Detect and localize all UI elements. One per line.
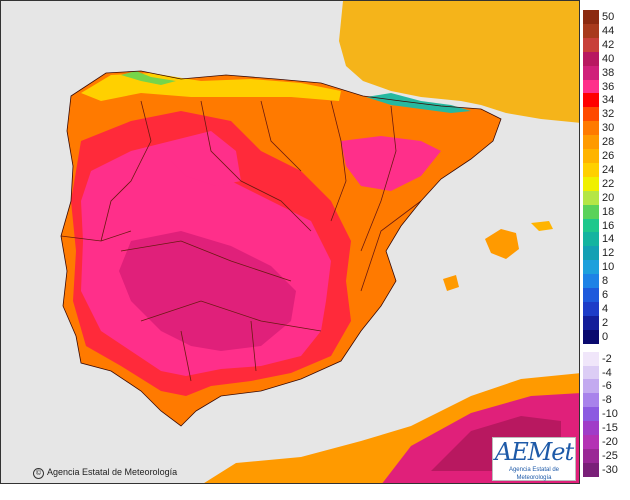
- legend-swatch: [583, 260, 599, 275]
- map-canvas: [60, 1, 579, 483]
- legend-swatch: [583, 435, 599, 449]
- iberia-coastline: [60, 70, 502, 427]
- legend-label: 0: [602, 330, 609, 343]
- legend-label: 12: [602, 247, 615, 260]
- ibiza: [443, 275, 459, 291]
- legend-swatch: [583, 462, 599, 477]
- legend-label: 8: [602, 275, 609, 288]
- temperature-legend: 50 44 42 40 38 36 34 32 30 28 26 24 22 20 18 16 14 12 10 8 6…: [583, 10, 630, 480]
- north-coast-green: [121, 71, 176, 85]
- legend-swatch: [583, 93, 599, 108]
- legend-label: -6: [602, 380, 612, 393]
- legend-label: 10: [602, 261, 615, 274]
- legend-swatch: [583, 407, 599, 422]
- legend-label: 16: [602, 219, 615, 232]
- legend-label: 4: [602, 302, 609, 315]
- legend-swatch: [583, 204, 599, 219]
- aemet-logo-subtitle: Agencia Estatal de Meteorología: [508, 467, 560, 481]
- legend-label: 40: [602, 52, 615, 65]
- legend-swatch: [583, 329, 599, 344]
- legend-label: -8: [602, 394, 612, 407]
- copyright-notice: © Agencia Estatal de Meteorología: [33, 467, 177, 479]
- legend-swatch: [583, 10, 599, 24]
- legend-swatch: [583, 246, 599, 261]
- legend-label: 34: [602, 94, 615, 107]
- legend-label: -20: [602, 436, 618, 448]
- legend-swatch: [583, 315, 599, 330]
- interior-hot-38: [119, 231, 296, 351]
- legend-swatch: [583, 421, 599, 436]
- legend-label: 24: [602, 163, 615, 176]
- legend-swatch: [583, 448, 599, 463]
- legend-swatch: [583, 379, 599, 394]
- legend-label: 50: [602, 11, 615, 23]
- copyright-text: Agencia Estatal de Meteorología: [47, 467, 178, 477]
- legend-swatch: [583, 393, 599, 408]
- legend-swatch: [583, 218, 599, 233]
- aemet-logo-brand: AEMet: [494, 438, 574, 466]
- legend-label: 2: [602, 316, 609, 329]
- legend-label: -15: [602, 422, 618, 435]
- ebro-valley-hot: [341, 136, 441, 191]
- legend-label: 18: [602, 205, 615, 218]
- legend-swatch: [583, 65, 599, 80]
- legend-label: 22: [602, 177, 615, 190]
- legend-label: 20: [602, 191, 615, 204]
- legend-swatch: [583, 23, 599, 38]
- temperature-map: © Agencia Estatal de Meteorología AEMet A…: [0, 0, 580, 484]
- legend-swatch: [583, 365, 599, 380]
- legend-swatch: [583, 162, 599, 177]
- legend-label: -30: [602, 463, 618, 476]
- mallorca: [485, 229, 519, 259]
- legend-label: 44: [602, 24, 615, 37]
- legend-label: -25: [602, 449, 618, 462]
- region-borders: [60, 100, 422, 382]
- france-land: [339, 1, 579, 123]
- legend-label: 26: [602, 150, 615, 162]
- legend-label: 6: [602, 289, 609, 301]
- legend-label: -10: [602, 408, 618, 421]
- legend-swatch: [583, 274, 599, 289]
- legend-swatch: [583, 190, 599, 205]
- legend-swatch: [583, 301, 599, 316]
- copyright-icon: ©: [33, 468, 44, 479]
- legend-label: 30: [602, 122, 615, 135]
- legend-label: 14: [602, 233, 615, 246]
- legend-swatch: [583, 79, 599, 94]
- legend-label: 28: [602, 136, 615, 149]
- legend-swatch: [583, 176, 599, 191]
- legend-swatch: [583, 51, 599, 66]
- legend-swatch: [583, 232, 599, 247]
- legend-swatch: [583, 135, 599, 150]
- menorca: [531, 221, 553, 231]
- legend-label: 36: [602, 80, 615, 93]
- legend-swatch: [583, 288, 599, 302]
- aemet-logo: AEMet Agencia Estatal de Meteorología: [492, 437, 576, 481]
- legend-swatch: [583, 107, 599, 122]
- legend-swatch: [583, 351, 599, 366]
- legend-label: 32: [602, 108, 615, 121]
- legend-label: 42: [602, 38, 615, 51]
- legend-label: -4: [602, 366, 612, 379]
- north-plateau-hot: [171, 131, 241, 186]
- legend-label: 38: [602, 66, 615, 79]
- legend-swatch: [583, 37, 599, 52]
- legend-swatch: [583, 121, 599, 136]
- legend-swatch: [583, 149, 599, 163]
- legend-label: -2: [602, 352, 612, 365]
